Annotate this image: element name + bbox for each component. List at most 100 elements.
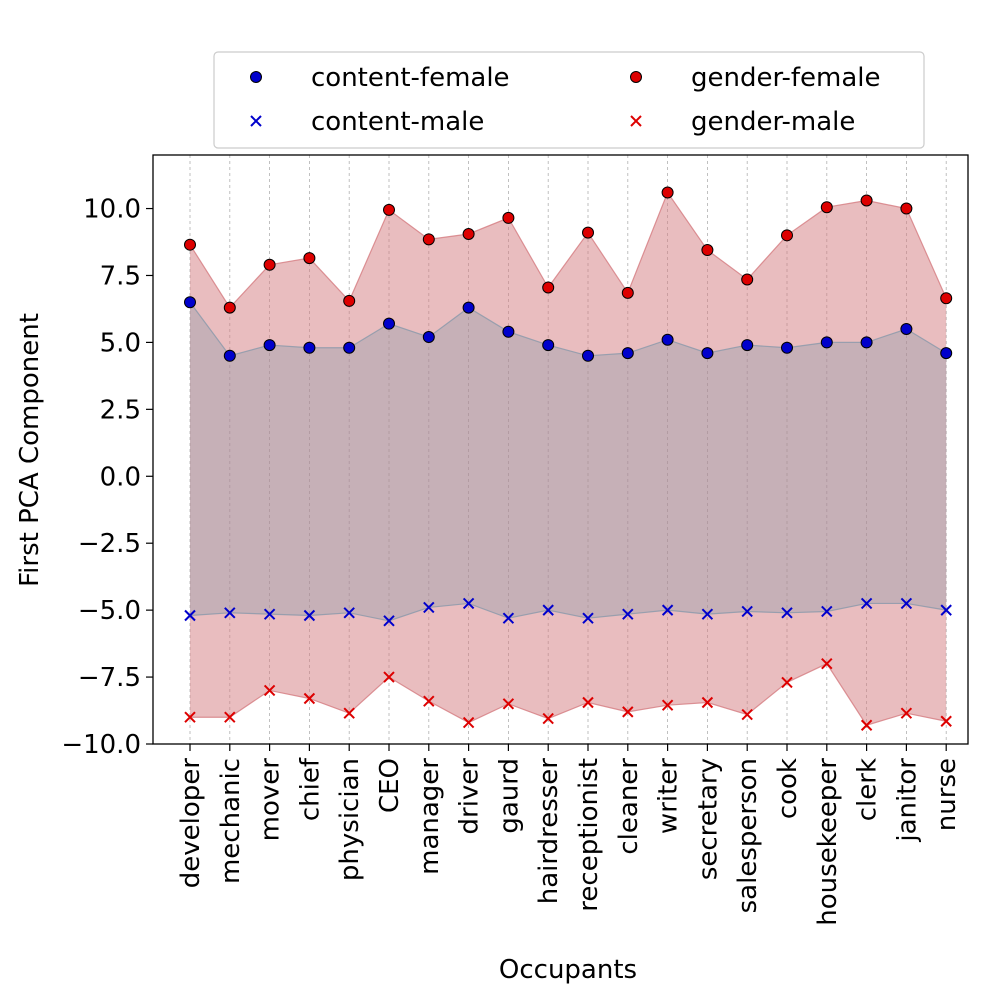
y-tick-label-8: −10.0 [61, 730, 141, 760]
legend-marker-gender-male [630, 115, 642, 127]
x-tick-label-15: cook [773, 758, 803, 819]
x-tick-label-11: cleaner [614, 758, 644, 855]
gender-male-point-0 [184, 711, 196, 723]
gender-female-point-10 [582, 226, 594, 239]
y-tick-label-4: 0.0 [100, 462, 141, 492]
content-female-point-11 [621, 347, 634, 360]
x-tick-label-14: salesperson [733, 758, 763, 913]
gender-female-point-15 [781, 229, 793, 242]
gender-male-point-12-stroke-b [661, 699, 674, 711]
gender-male-point-18 [900, 707, 913, 719]
legend-frame [213, 51, 925, 149]
y-tick-label-5: −2.5 [78, 529, 141, 559]
content-male-point-17 [860, 597, 873, 610]
content-male-point-19 [940, 604, 952, 616]
content-male-point-2 [263, 608, 276, 620]
gender-male-point-9 [542, 712, 554, 725]
content-female-point-10 [582, 349, 594, 362]
content-male-point-0-stroke-b [184, 609, 196, 622]
gender-female-point-14 [741, 273, 754, 286]
legend-label-gender-female: gender-female [691, 63, 881, 93]
gender-male-point-14-stroke-b [741, 708, 753, 721]
plot-frame [152, 154, 969, 745]
gender-female-point-7 [462, 227, 475, 240]
legend-marker-content-female [250, 71, 262, 83]
gender-male-point-11-stroke-b [622, 706, 634, 718]
gender-female-point-18 [900, 202, 913, 215]
band-edge-0-0 [189, 191, 947, 309]
content-female-point-1 [223, 349, 236, 362]
band-edge-1-1 [189, 602, 947, 622]
legend-label-content-male: content-male [311, 107, 484, 137]
band-edge-0-1 [190, 662, 947, 726]
content-female-point-12 [661, 333, 674, 346]
x-tick-label-2: mover [256, 758, 286, 842]
content-male-point-15-stroke-b [781, 607, 793, 619]
content-male-point-16-stroke-b [821, 605, 833, 618]
content-female-point-7 [462, 301, 475, 314]
gender-male-point-15 [781, 676, 793, 689]
y-axis-label: First PCA Component [15, 313, 45, 587]
x-tick-label-1: mechanic [216, 758, 246, 884]
gender-female-point-6 [422, 233, 435, 246]
content-female-point-15 [781, 341, 793, 354]
gender-male-point-19-stroke-b [940, 715, 952, 727]
gender-male-point-8-stroke-b [502, 698, 515, 710]
content-male-point-8 [502, 612, 515, 624]
gender-female-point-5 [383, 203, 395, 216]
content-male-point-12-stroke-b [661, 604, 674, 616]
legend-label-gender-male: gender-male [691, 107, 855, 137]
band-layer [189, 191, 947, 726]
legend-marker-content-male-stroke-b [250, 115, 262, 127]
content-male-point-5 [383, 615, 395, 627]
axis-layer: 10.0 7.5 5.0 2.5 0.0 −2.5 −5.0 −7.5 −10.0 develop… [61, 195, 962, 926]
gender-male-point-3-stroke-b [303, 692, 316, 705]
content-female-point-18 [900, 323, 913, 336]
content-male-point-13 [701, 608, 714, 620]
content-male-point-9 [542, 604, 554, 616]
content-male-point-16 [821, 605, 833, 618]
content-male-point-1-stroke-b [224, 607, 236, 619]
y-tick-label-6: −5.0 [78, 596, 141, 626]
content-male-point-7 [462, 597, 475, 610]
x-tick-label-13: secretary [693, 758, 723, 880]
content-female-point-0 [184, 296, 196, 309]
gender-female-point-0 [184, 238, 196, 251]
content-male-point-5-stroke-b [383, 615, 395, 627]
content-female-point-4 [343, 341, 356, 354]
content-male-point-4 [343, 607, 355, 619]
gender-female-point-8 [502, 211, 515, 224]
x-axis-label: Occupants [499, 955, 637, 985]
content-male-point-3 [303, 609, 316, 622]
content-male-point-18 [900, 597, 913, 610]
content-female-point-16 [820, 336, 833, 349]
content-male-point-1 [224, 607, 236, 619]
gender-female-point-17 [860, 194, 873, 207]
gender-female-point-1 [223, 301, 236, 314]
gender-male-point-11 [622, 706, 634, 718]
x-tick-label-5: CEO [375, 758, 405, 813]
content-male-point-14 [741, 605, 753, 618]
x-tick-label-12: writer [654, 758, 684, 834]
gender-female-point-13 [701, 244, 714, 257]
gender-female-point-4 [343, 294, 356, 307]
content-female-point-2 [263, 339, 276, 352]
legend: content-female content-male gender-female g… [213, 51, 925, 149]
content-male-point-0 [184, 609, 196, 622]
gender-female-point-9 [542, 281, 555, 294]
content-male-point-17-stroke-b [860, 597, 873, 610]
gender-male-point-5-stroke-b [383, 671, 395, 683]
content-female-point-14 [741, 339, 754, 352]
legend-marker-content-male [250, 115, 262, 127]
gender-male-point-17-stroke-b [860, 719, 873, 731]
gender-male-point-13-stroke-b [701, 696, 714, 709]
content-female-point-8 [502, 325, 515, 338]
band-gender-male-gender-female [190, 192, 947, 726]
x-tick-label-7: driver [455, 758, 485, 835]
gender-male-point-16 [821, 657, 833, 670]
y-tick-label-0: 10.0 [83, 195, 141, 225]
content-male-point-18-stroke-b [900, 597, 913, 610]
gender-male-point-7 [462, 716, 475, 729]
content-male-point-3-stroke-b [303, 609, 316, 622]
